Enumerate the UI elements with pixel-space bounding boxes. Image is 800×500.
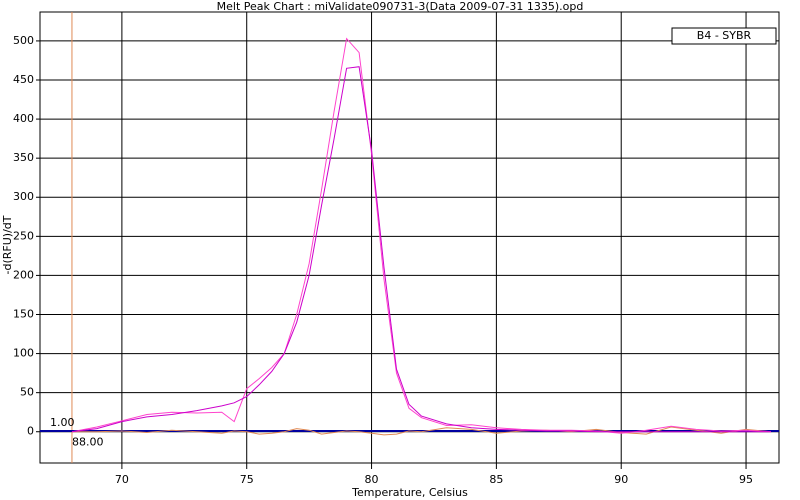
y-tick-label: 400 (13, 112, 34, 125)
y-tick-label: 500 (13, 34, 34, 47)
series-line (71, 66, 771, 433)
threshold-label: 1.00 (50, 416, 75, 429)
marker-label: 88.00 (72, 436, 104, 449)
chart-title: Melt Peak Chart : miValidate090731-3(Dat… (217, 0, 584, 13)
x-tick-label: 80 (365, 473, 379, 486)
y-tick-label: 50 (20, 386, 34, 399)
y-tick-label: 450 (13, 73, 34, 86)
x-tick-label: 70 (115, 473, 129, 486)
y-tick-label: 200 (13, 268, 34, 281)
y-tick-label: 300 (13, 190, 34, 203)
x-tick-label: 85 (489, 473, 503, 486)
x-tick-label: 75 (240, 473, 254, 486)
x-axis-label: Temperature, Celsius (351, 486, 468, 499)
y-tick-label: 0 (27, 425, 34, 438)
y-tick-label: 100 (13, 347, 34, 360)
plot-area (39, 11, 780, 464)
y-tick-label: 150 (13, 307, 34, 320)
x-tick-label: 90 (614, 473, 628, 486)
y-tick-label: 350 (13, 151, 34, 164)
legend-box (671, 27, 777, 45)
y-axis-label: -d(RFU)/dT (1, 215, 14, 274)
series-line (72, 426, 772, 436)
x-tick-label: 95 (739, 473, 753, 486)
legend-label: B4 - SYBR (697, 29, 752, 42)
y-tick-label: 250 (13, 229, 34, 242)
